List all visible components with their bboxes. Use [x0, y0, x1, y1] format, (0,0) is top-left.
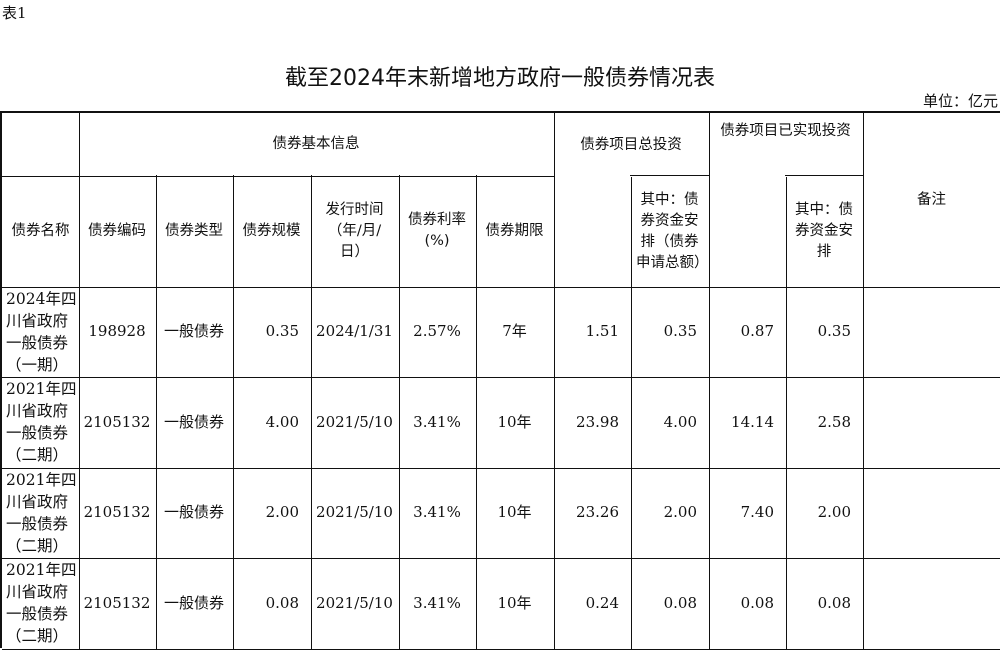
page-title: 截至2024年末新增地方政府一般债券情况表: [285, 66, 715, 91]
cell-name: 2021年四川省政府一般债券（二期）: [2, 467, 80, 559]
cell-realized: 7.40: [708, 467, 787, 559]
cell-type: 一般债券: [155, 286, 234, 378]
cell-date: 2024/1/31: [310, 286, 400, 378]
header-name: 债券名称: [2, 175, 80, 288]
header-code: 债券编码: [78, 175, 157, 288]
cell-realized-sub: 0.08: [785, 557, 864, 650]
cell-total-sub: 2.00: [630, 467, 710, 559]
cell-total-sub: 0.08: [630, 557, 710, 650]
header-total-sub: 其中：债券资金安排（债券申请总额）: [630, 175, 710, 288]
header-blank: [2, 113, 80, 177]
cell-term: 10年: [475, 557, 555, 650]
cell-rate: 2.57%: [398, 286, 477, 378]
cell-realized-sub: 0.35: [785, 286, 864, 378]
header-type: 债券类型: [155, 175, 234, 288]
cell-type: 一般债券: [155, 467, 234, 559]
cell-rate: 3.41%: [398, 376, 477, 469]
header-basic-info: 债券基本信息: [78, 113, 555, 177]
header-term: 债券期限: [475, 175, 555, 288]
cell-name: 2021年四川省政府一般债券（二期）: [2, 376, 80, 469]
header-total-blank: [553, 177, 632, 288]
cell-date: 2021/5/10: [310, 557, 400, 650]
header-issue-date: 发行时间（年/月/日）: [310, 175, 400, 288]
header-rate: 债券利率(%): [398, 175, 477, 288]
cell-remarks: [862, 286, 1000, 378]
cell-date: 2021/5/10: [310, 376, 400, 469]
cell-remarks: [862, 467, 1000, 559]
header-scale: 债券规模: [232, 175, 312, 288]
cell-type: 一般债券: [155, 376, 234, 469]
cell-rate: 3.41%: [398, 557, 477, 650]
cell-total-sub: 4.00: [630, 376, 710, 469]
header-realized-investment: 债券项目已实现投资: [708, 113, 864, 177]
cell-term: 10年: [475, 376, 555, 469]
cell-remarks: [862, 376, 1000, 469]
cell-total: 0.24: [553, 557, 632, 650]
cell-realized: 0.87: [708, 286, 787, 378]
cell-name: 2021年四川省政府一般债券（二期）: [2, 557, 80, 650]
cell-term: 10年: [475, 467, 555, 559]
cell-scale: 2.00: [232, 467, 312, 559]
cell-rate: 3.41%: [398, 467, 477, 559]
cell-scale: 0.35: [232, 286, 312, 378]
cell-name: 2024年四川省政府一般债券（一期）: [2, 286, 80, 378]
cell-term: 7年: [475, 286, 555, 378]
bond-table: 债券基本信息 债券项目总投资 债券项目已实现投资 备注 债券名称 债券编码 债券…: [0, 111, 1000, 650]
cell-realized: 14.14: [708, 376, 787, 469]
cell-type: 一般债券: [155, 557, 234, 650]
cell-code: 2105132: [78, 376, 157, 469]
cell-realized: 0.08: [708, 557, 787, 650]
header-realized-sub: 其中：债券资金安排: [785, 175, 864, 288]
cell-realized-sub: 2.58: [785, 376, 864, 469]
cell-total: 23.26: [553, 467, 632, 559]
cell-total-sub: 0.35: [630, 286, 710, 378]
cell-scale: 0.08: [232, 557, 312, 650]
header-realized-blank: [708, 177, 787, 288]
table-number: 表1: [2, 4, 27, 22]
cell-code: 198928: [78, 286, 157, 378]
cell-scale: 4.00: [232, 376, 312, 469]
cell-total: 1.51: [553, 286, 632, 378]
unit-label: 单位：亿元: [922, 92, 998, 110]
header-remarks: 备注: [862, 113, 1000, 288]
cell-code: 2105132: [78, 557, 157, 650]
cell-remarks: [862, 557, 1000, 650]
cell-total: 23.98: [553, 376, 632, 469]
cell-realized-sub: 2.00: [785, 467, 864, 559]
header-total-investment: 债券项目总投资: [553, 113, 710, 177]
cell-code: 2105132: [78, 467, 157, 559]
cell-date: 2021/5/10: [310, 467, 400, 559]
